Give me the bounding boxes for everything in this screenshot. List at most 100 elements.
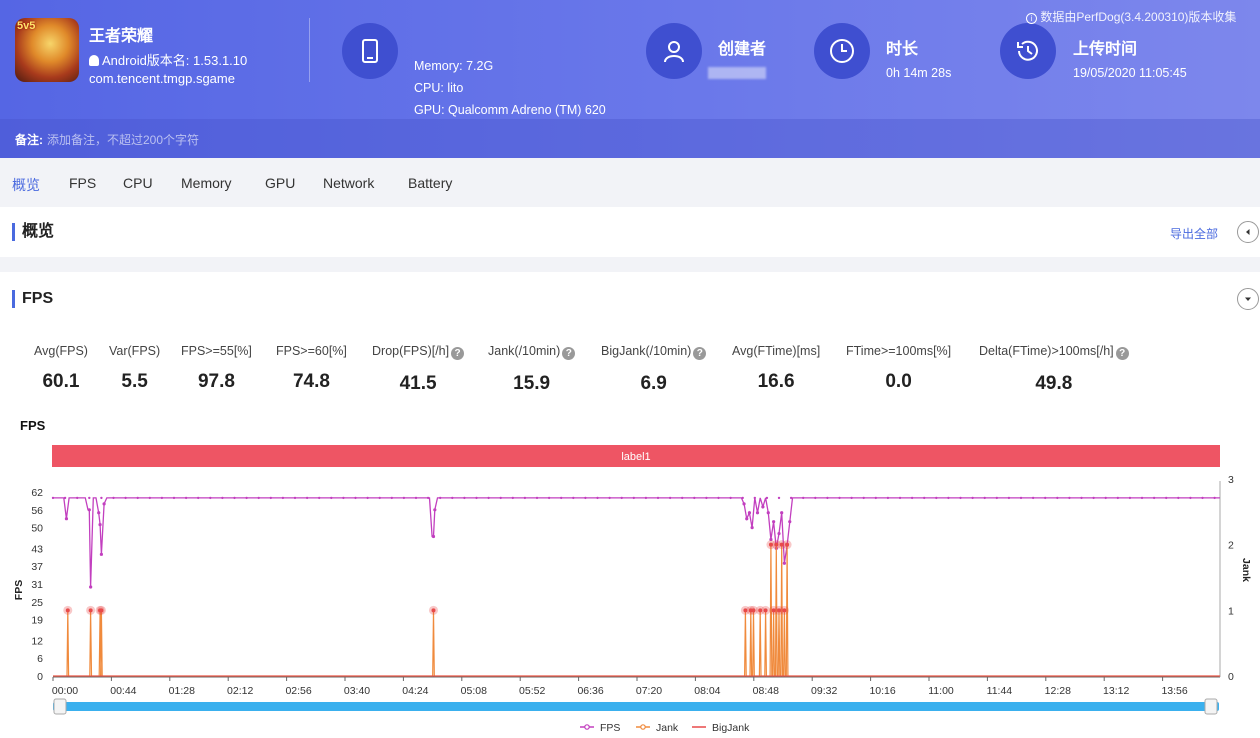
fps-point <box>535 496 539 500</box>
duration-value: 0h 14m 28s <box>886 66 952 80</box>
y-tick-label: 19 <box>31 615 43 627</box>
y2-tick-label: 3 <box>1228 474 1234 486</box>
device-info: Memory: 7.2G CPU: lito GPU: Qualcomm Adr… <box>414 55 606 121</box>
tab-gpu[interactable]: GPU <box>265 175 296 191</box>
fps-point <box>620 496 623 500</box>
y-tick-label: 37 <box>31 561 43 573</box>
tab-fps[interactable]: FPS <box>69 175 97 191</box>
fps-point <box>584 496 587 500</box>
fps-point <box>431 534 436 539</box>
legend-label: BigJank <box>712 722 750 734</box>
fps-point <box>281 496 285 500</box>
stat-ftime-100: FTime>=100ms[%] 0.0 <box>846 344 951 393</box>
overview-panel: 概览 导出全部 <box>0 207 1260 257</box>
stat-fps-55: FPS>=55[%] 97.8 <box>181 344 252 393</box>
fps-point <box>1201 496 1204 500</box>
y-tick-label: 31 <box>31 579 43 591</box>
fps-point <box>487 496 490 500</box>
stat-avg-fps: Avg(FPS) 60.1 <box>34 344 88 393</box>
fps-point <box>874 496 878 500</box>
range-slider-handle-left[interactable] <box>53 698 67 715</box>
fps-point <box>330 496 333 500</box>
stat-label: Delta(FTime)>100ms[/h] <box>979 344 1114 358</box>
jank-point <box>743 608 748 613</box>
jank-point <box>758 608 763 613</box>
x-tick-label: 03:40 <box>344 685 370 697</box>
stat-label-row: BigJank(/10min)? <box>601 344 707 360</box>
x-tick-label: 09:32 <box>811 685 837 697</box>
fps-point <box>293 496 297 500</box>
fps-point <box>1140 496 1144 500</box>
legend-marker <box>584 724 590 730</box>
fps-point <box>935 496 938 500</box>
creator-label: 创建者 <box>718 41 767 58</box>
tab-overview[interactable]: 概览 <box>12 177 40 193</box>
jank-point <box>785 542 790 547</box>
range-slider-track <box>53 702 1219 711</box>
fps-point <box>850 496 853 500</box>
fps-point <box>511 496 515 500</box>
fps-point <box>1068 496 1071 500</box>
legend-marker <box>640 724 646 730</box>
range-slider-handle-right[interactable] <box>1204 698 1218 715</box>
device-icon <box>342 23 398 79</box>
x-tick-label: 00:00 <box>52 685 78 697</box>
fps-point <box>209 496 212 500</box>
tab-memory[interactable]: Memory <box>181 175 232 191</box>
y-tick-label: 50 <box>31 523 43 535</box>
stat-label: Drop(FPS)[/h] <box>372 344 450 358</box>
collapse-down-button[interactable] <box>1237 288 1259 310</box>
stat-var-fps: Var(FPS) 5.5 <box>109 344 160 393</box>
y2-tick-label: 1 <box>1228 605 1234 617</box>
fps-point <box>656 496 660 500</box>
export-all-link[interactable]: 导出全部 <box>1170 227 1219 241</box>
fps-point <box>1007 496 1011 500</box>
fps-point <box>777 531 781 536</box>
fps-point <box>433 508 437 512</box>
stat-value: 0.0 <box>885 371 912 392</box>
history-icon <box>1000 23 1056 79</box>
fps-point <box>644 496 648 500</box>
fps-point <box>136 496 139 500</box>
fps-chart[interactable]: FPS label1 62 56 50 43 37 31 25 19 12 6 0 3 2 1 0 FPS Jank… <box>0 272 1260 738</box>
x-tick-label: 05:52 <box>519 685 545 697</box>
note-input[interactable]: 添加备注，不超过200个字符 <box>47 133 200 147</box>
fps-point <box>826 496 829 500</box>
stat-value: 60.1 <box>42 371 80 392</box>
info-icon: i <box>1026 13 1037 24</box>
fps-point <box>560 496 563 500</box>
jank-point <box>782 608 787 613</box>
fps-point <box>668 496 672 500</box>
stat-label-row: Jank(/10min)? <box>488 344 576 360</box>
fps-point <box>475 496 478 500</box>
tab-battery[interactable]: Battery <box>408 175 453 191</box>
help-icon[interactable]: ? <box>693 347 707 360</box>
fps-point <box>1019 496 1023 500</box>
fps-point <box>745 517 749 521</box>
fps-point <box>1044 496 1047 500</box>
help-icon[interactable]: ? <box>451 347 465 360</box>
help-icon[interactable]: ? <box>1115 347 1129 360</box>
fps-point <box>910 496 914 500</box>
fps-point <box>97 511 101 515</box>
x-tick-label: 11:00 <box>928 685 954 697</box>
fps-point <box>63 496 67 500</box>
tab-cpu[interactable]: CPU <box>123 175 153 191</box>
fps-point <box>729 496 732 500</box>
help-icon[interactable]: ? <box>562 347 576 360</box>
jank-series-line <box>53 544 1220 677</box>
x-tick-label: 06:36 <box>577 685 603 697</box>
fps-point <box>780 511 784 515</box>
fps-point <box>717 496 720 500</box>
fps-point <box>366 496 369 500</box>
fps-point <box>318 496 321 500</box>
app-icon-text: 5v5 <box>17 20 36 32</box>
fps-point <box>76 496 79 500</box>
stat-label-row: Drop(FPS)[/h]? <box>372 344 465 360</box>
fps-point <box>742 502 746 506</box>
fps-point <box>439 496 442 500</box>
note-bar[interactable]: 备注: 添加备注，不超过200个字符 <box>0 119 1260 158</box>
fps-point <box>741 496 744 500</box>
collapse-left-button[interactable] <box>1237 221 1259 243</box>
tab-network[interactable]: Network <box>323 175 375 191</box>
